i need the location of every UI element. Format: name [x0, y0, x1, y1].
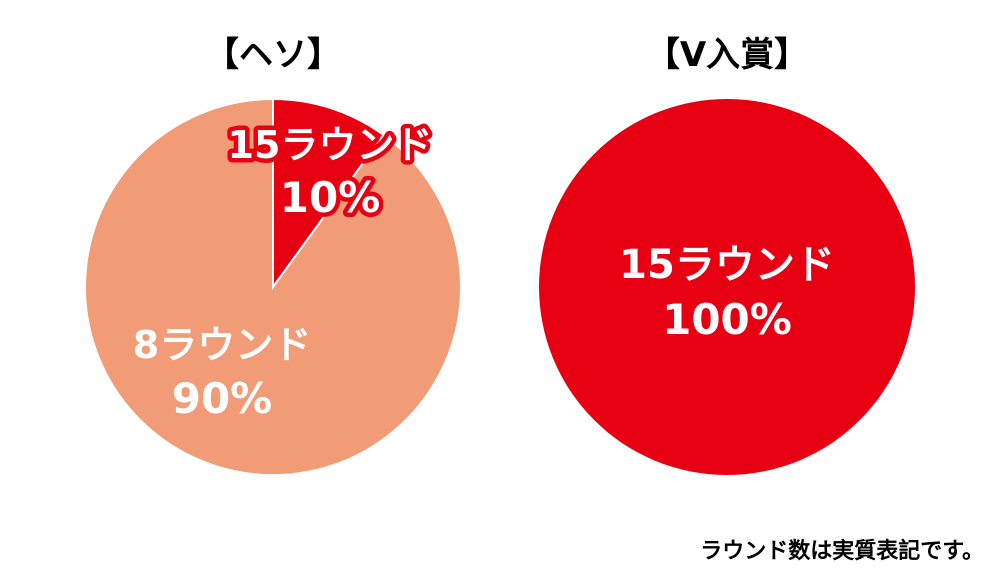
v-nyusho-pie-chart: 【V入賞】 15ラウンド 100% — [539, 35, 915, 475]
heso-slice-8r-label: 8ラウンド — [133, 323, 311, 367]
footnote-text: ラウンド数は実質表記です。 — [700, 539, 984, 564]
heso-slice-8r-percent: 90% — [172, 374, 273, 423]
heso-pie-chart: 【ヘソ】 15ラウンド 10% 8ラウンド 90% — [84, 35, 462, 476]
v-nyusho-pie-slice-0 — [539, 99, 915, 475]
v-nyusho-pie-slices — [539, 99, 915, 475]
heso-chart-title: 【ヘソ】 — [205, 35, 341, 75]
heso-pie-slices — [84, 97, 462, 476]
heso-slice-15r-label: 15ラウンド — [228, 123, 433, 167]
v-slice-15r-label: 15ラウンド — [619, 242, 835, 288]
heso-pie-slice-0 — [272, 97, 385, 291]
v-nyusho-chart-title: 【V入賞】 — [646, 35, 808, 75]
heso-pie-slice-1 — [84, 97, 462, 476]
v-slice-15r-percent: 100% — [662, 295, 792, 344]
heso-slice-15r-percent: 10% — [280, 173, 381, 222]
